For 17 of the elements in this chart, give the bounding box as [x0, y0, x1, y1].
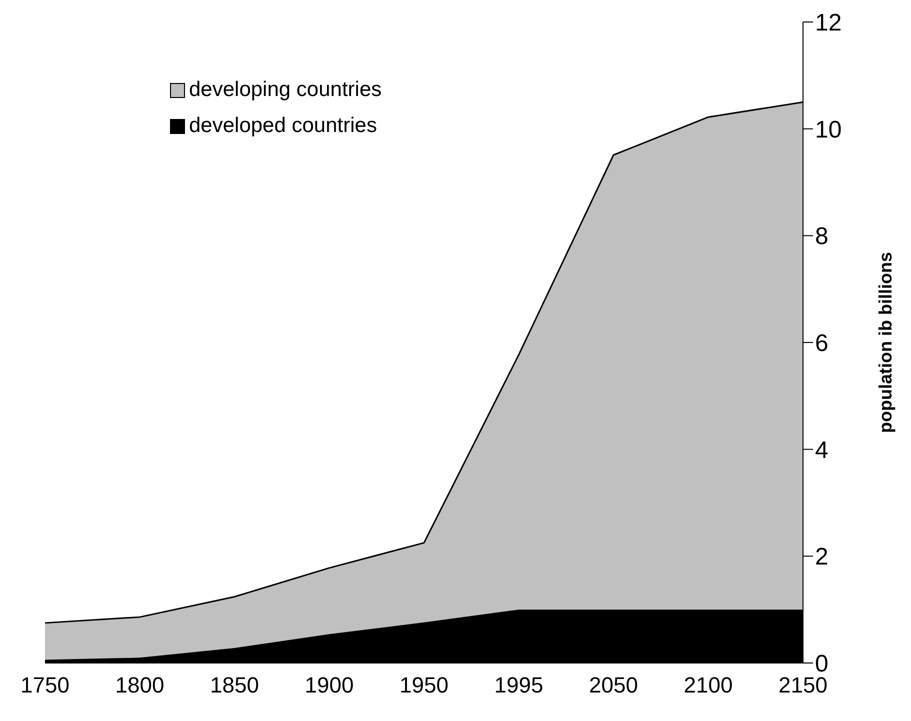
x-tick-label: 1995	[494, 672, 544, 698]
y-tick-label: 6	[815, 330, 828, 358]
legend-label: developed countries	[189, 114, 377, 138]
x-tick-label: 1900	[304, 672, 354, 698]
y-axis-title: population ib billions	[875, 252, 896, 433]
x-tick-label: 1750	[20, 672, 70, 698]
legend-label: developing countries	[189, 78, 382, 102]
y-tick-label: 4	[815, 436, 828, 464]
y-tick-label: 10	[815, 116, 842, 144]
x-tick-label: 1850	[210, 672, 259, 698]
y-tick-label: 12	[815, 10, 842, 37]
y-tick-label: 2	[815, 544, 828, 571]
y-tick-label: 8	[815, 223, 828, 250]
x-tick-label: 2050	[589, 672, 638, 698]
x-tick-label: 1950	[400, 672, 448, 698]
x-tick-label: 2100	[684, 672, 733, 698]
x-tick-label: 1800	[115, 672, 164, 698]
